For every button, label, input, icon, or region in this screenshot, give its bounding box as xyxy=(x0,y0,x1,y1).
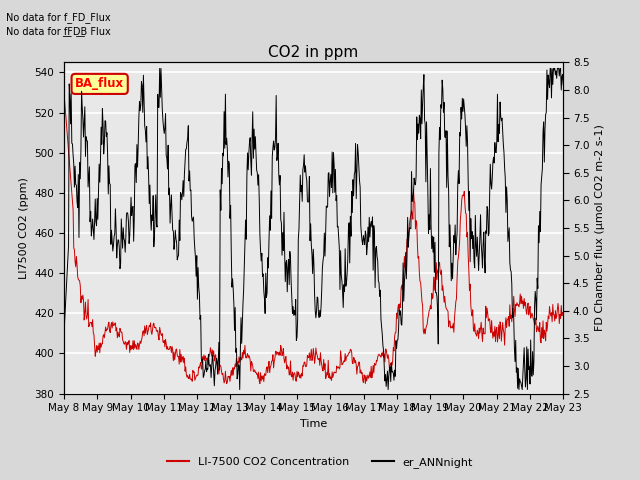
Text: BA_flux: BA_flux xyxy=(75,77,124,90)
Title: CO2 in ppm: CO2 in ppm xyxy=(268,45,359,60)
Text: No data for f_FD_Flux: No data for f_FD_Flux xyxy=(6,12,111,23)
X-axis label: Time: Time xyxy=(300,419,327,429)
Y-axis label: FD Chamber flux (μmol CO2 m-2 s-1): FD Chamber flux (μmol CO2 m-2 s-1) xyxy=(595,125,605,331)
Legend: LI-7500 CO2 Concentration, er_ANNnight: LI-7500 CO2 Concentration, er_ANNnight xyxy=(163,452,477,472)
Text: No data for f͟FD͟B Flux: No data for f͟FD͟B Flux xyxy=(6,26,111,36)
Y-axis label: LI7500 CO2 (ppm): LI7500 CO2 (ppm) xyxy=(19,177,29,279)
